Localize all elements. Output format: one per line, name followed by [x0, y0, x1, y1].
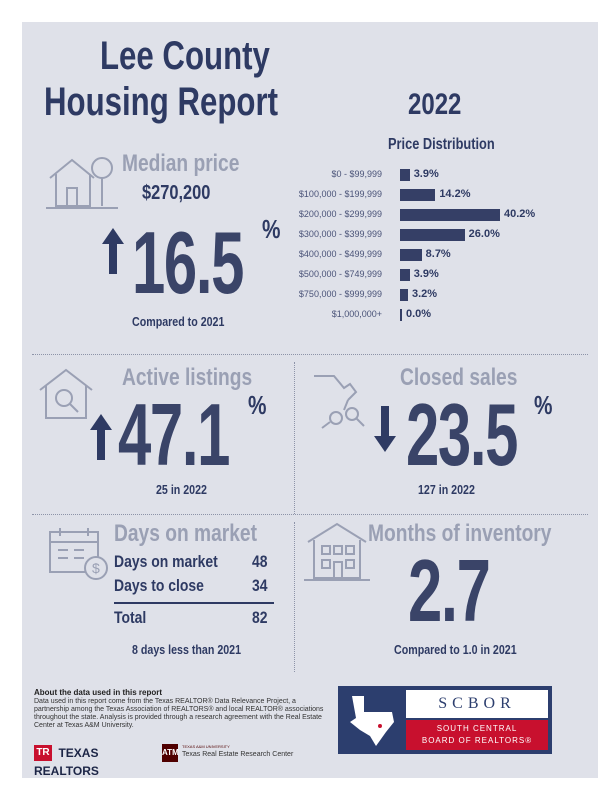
total-divider — [114, 602, 274, 604]
scbor-logo: SCBOR SOUTH CENTRAL BOARD OF REALTORS® — [338, 686, 552, 754]
building-icon — [304, 522, 370, 582]
report-year: 2022 — [408, 88, 462, 121]
price-distribution-title: Price Distribution — [388, 136, 495, 153]
scbor-bottom-band — [406, 720, 548, 750]
price-distribution-chart: $0 - $99,999 3.9% $100,000 - $199,999 14.2%… — [299, 168, 587, 328]
atm-mark-icon: ATM — [162, 744, 179, 762]
about-body: Data used in this report come from the T… — [34, 698, 324, 729]
hand-keys-icon — [314, 370, 370, 432]
scbor-line2: BOARD OF REALTORS® — [421, 736, 533, 745]
total-value: 82 — [252, 608, 268, 627]
scbor-line1: SOUTH CENTRAL — [436, 724, 518, 733]
distribution-label: $200,000 - $299,999 — [298, 209, 382, 219]
dom-row-label: Days on market — [114, 552, 218, 571]
texas-realtors-logo: TR TEXAS REALTORS — [34, 744, 154, 778]
tr-mark-icon: TR — [34, 744, 52, 761]
median-price-note: Compared to 2021 — [132, 314, 225, 329]
distribution-bar — [400, 189, 436, 201]
median-price-change: 16.5 — [132, 213, 244, 312]
distribution-row: $200,000 - $299,999 40.2% — [299, 208, 567, 222]
arrow-down-icon — [374, 406, 396, 452]
divider-horizontal-1 — [32, 354, 588, 355]
divider-vertical-2 — [294, 522, 295, 672]
dtc-row-value: 34 — [252, 576, 268, 595]
total-label: Total — [114, 608, 147, 627]
distribution-value: 40.2% — [504, 208, 536, 220]
distribution-row: $500,000 - $749,999 3.9% — [299, 268, 567, 282]
distribution-label: $300,000 - $399,999 — [298, 229, 382, 239]
arrow-up-icon — [102, 228, 124, 274]
months-inventory-heading: Months of inventory — [368, 520, 552, 547]
distribution-row: $100,000 - $199,999 14.2% — [299, 188, 567, 202]
scbor-abbr: SCBOR — [438, 695, 516, 712]
distribution-value: 26.0% — [468, 228, 500, 240]
distribution-label: $1,000,000+ — [331, 309, 382, 319]
active-listings-change: 47.1 — [118, 385, 230, 484]
distribution-bar — [400, 289, 408, 301]
median-price-value: $270,200 — [142, 182, 211, 204]
median-price-heading: Median price — [122, 150, 240, 177]
about-heading: About the data used in this report — [34, 688, 163, 697]
median-price-percent: % — [262, 214, 281, 244]
months-inventory-value: 2.7 — [408, 541, 491, 640]
report-page: Lee County Housing Report 2022 Median pr… — [22, 22, 598, 778]
closed-sales-note: 127 in 2022 — [418, 482, 475, 497]
tamu-logo: ATM TEXAS A&M UNIVERSITY Texas Real Esta… — [162, 742, 294, 764]
closed-sales-change: 23.5 — [406, 385, 518, 484]
dom-row-value: 48 — [252, 552, 268, 571]
months-inventory-note: Compared to 1.0 in 2021 — [394, 642, 517, 657]
distribution-label: $100,000 - $199,999 — [298, 189, 382, 199]
distribution-bar — [400, 309, 402, 321]
active-listings-note: 25 in 2022 — [156, 482, 207, 497]
distribution-row: $300,000 - $399,999 26.0% — [299, 228, 567, 242]
report-title-line1: Lee County — [100, 34, 270, 78]
divider-vertical-1 — [294, 362, 295, 514]
texas-map-icon — [346, 692, 398, 748]
distribution-bar — [400, 269, 410, 281]
distribution-value: 14.2% — [439, 188, 471, 200]
distribution-row: $0 - $99,999 3.9% — [307, 168, 567, 182]
distribution-label: $400,000 - $499,999 — [298, 249, 382, 259]
distribution-row: $750,000 - $999,999 3.2% — [299, 288, 567, 302]
distribution-bar — [400, 169, 410, 181]
days-on-market-note: 8 days less than 2021 — [132, 642, 242, 657]
distribution-label: $750,000 - $999,999 — [298, 289, 382, 299]
report-title-line2: Housing Report — [44, 80, 278, 124]
closed-sales-percent: % — [534, 390, 553, 420]
distribution-value: 3.2% — [411, 288, 438, 300]
distribution-label: $0 - $99,999 — [331, 169, 382, 179]
distribution-bar — [400, 229, 465, 241]
dtc-row-label: Days to close — [114, 576, 204, 595]
texas-realtors-text: TEXAS REALTORS — [34, 745, 99, 778]
closed-sales-heading: Closed sales — [400, 364, 518, 391]
calendar-dollar-icon: $ — [48, 526, 110, 582]
days-on-market-heading: Days on market — [114, 520, 257, 547]
house-tree-icon — [46, 152, 118, 210]
distribution-value: 8.7% — [425, 248, 451, 260]
active-listings-heading: Active listings — [122, 364, 253, 391]
distribution-value: 3.9% — [413, 268, 439, 280]
divider-horizontal-2 — [32, 514, 588, 515]
distribution-bar — [400, 249, 422, 261]
house-magnifier-icon — [38, 366, 94, 422]
distribution-bar — [400, 209, 500, 221]
distribution-row: $400,000 - $499,999 8.7% — [299, 248, 567, 262]
tamu-center-text: Texas Real Estate Research Center — [182, 751, 294, 758]
distribution-label: $500,000 - $749,999 — [298, 269, 382, 279]
svg-text:$: $ — [92, 560, 100, 576]
distribution-value: 3.9% — [413, 168, 439, 180]
distribution-value: 0.0% — [406, 308, 432, 320]
arrow-up-icon — [90, 414, 112, 460]
active-listings-percent: % — [248, 390, 267, 420]
tamu-small-text: TEXAS A&M UNIVERSITY — [182, 744, 230, 749]
scbor-top-band — [406, 690, 548, 718]
distribution-row: $1,000,000+ 0.0% — [307, 308, 567, 322]
